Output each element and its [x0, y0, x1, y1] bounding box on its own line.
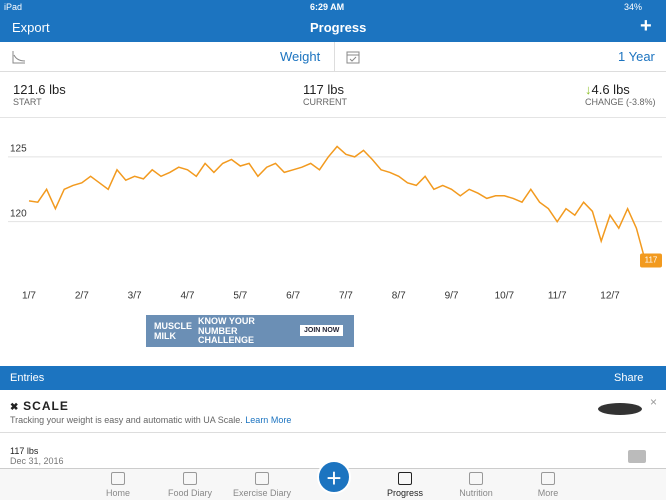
- tab[interactable]: More: [537, 488, 559, 498]
- x-tick-label: 1/7: [22, 291, 36, 302]
- stat-value: 121.6 lbs: [13, 82, 66, 97]
- metric-select[interactable]: Weight: [280, 49, 321, 64]
- calendar-icon: [346, 51, 360, 64]
- x-tick-label: 2/7: [75, 291, 89, 302]
- promo-copy: Tracking your weight is easy and automat…: [10, 415, 243, 425]
- header: iPad 6:29 AM 34% Export Progress +: [0, 0, 666, 42]
- x-tick-label: 6/7: [286, 291, 300, 302]
- x-tick-label: 5/7: [233, 291, 247, 302]
- promo-text: Tracking your weight is easy and automat…: [10, 415, 291, 425]
- battery: 34%: [624, 2, 643, 12]
- export-button[interactable]: Export: [12, 20, 50, 35]
- scale-image: [598, 403, 642, 415]
- chart-icon: [12, 51, 26, 64]
- entries-title: Entries: [10, 372, 45, 384]
- current-label: 117: [645, 256, 658, 265]
- learn-more[interactable]: Learn More: [245, 415, 292, 425]
- divider: [334, 42, 335, 72]
- x-tick-label: 9/7: [445, 291, 459, 302]
- stat-current: 117 lbs CURRENT: [303, 82, 347, 107]
- divider: [0, 117, 666, 118]
- tab[interactable]: Progress: [386, 488, 423, 498]
- nav-title: Progress: [310, 20, 367, 35]
- tab[interactable]: Exercise Diary: [232, 488, 291, 498]
- tab-icon: [398, 472, 412, 485]
- weight-chart: 120 125 1/7 2/7 3/7 4/7 5/7 6/7 7/7 8/7 9/7 10/7 11/…: [8, 144, 662, 302]
- stat-label: START: [13, 97, 42, 107]
- entry-date: Dec 31, 2016: [10, 456, 64, 466]
- tab[interactable]: Home: [105, 488, 130, 498]
- y-tick-label: 120: [10, 208, 27, 219]
- range-select[interactable]: 1 Year: [618, 49, 655, 64]
- tab-icon: [469, 472, 483, 485]
- entry-row[interactable]: 117 lbs Dec 31, 2016: [10, 446, 64, 466]
- add-entry-button[interactable]: +: [317, 460, 351, 494]
- filter-bar: Weight 1 Year: [0, 42, 666, 72]
- stat-value: 4.6 lbs: [591, 82, 630, 97]
- tab-icon: [111, 472, 125, 485]
- x-tick-label: 12/7: [600, 291, 620, 302]
- tab-icon: [183, 472, 197, 485]
- ad-headline: KNOW YOUR NUMBER CHALLENGE: [198, 316, 255, 345]
- ad-cta[interactable]: JOIN NOW: [300, 325, 344, 336]
- close-button[interactable]: ×: [650, 395, 658, 409]
- entries-bar: Entries Share: [0, 366, 666, 390]
- promo-brand: ✖ SCALE: [10, 399, 69, 413]
- share-button[interactable]: Share: [614, 372, 644, 384]
- device: iPad: [4, 2, 23, 12]
- tab[interactable]: Food Diary: [167, 488, 212, 498]
- x-tick-label: 10/7: [495, 291, 515, 302]
- tab-icon: [541, 472, 555, 485]
- stat-label: CURRENT: [303, 97, 347, 107]
- stat-label: CHANGE (-3.8%): [585, 97, 656, 107]
- current-badge: [640, 253, 662, 268]
- ad-brand: MUSCLE MILK: [154, 321, 192, 341]
- stat-change: ↓4.6 lbs CHANGE (-3.8%): [585, 82, 656, 107]
- promo: ✖ SCALE Tracking your weight is easy and…: [0, 391, 666, 433]
- y-tick-label: 125: [10, 144, 27, 155]
- x-tick-label: 4/7: [181, 291, 195, 302]
- camera-icon[interactable]: [628, 450, 646, 463]
- down-arrow: ↓: [585, 82, 592, 97]
- tab-icon: [255, 472, 269, 485]
- tab[interactable]: Nutrition: [459, 488, 493, 498]
- x-tick-label: 8/7: [392, 291, 406, 302]
- x-tick-label: 11/7: [548, 291, 567, 302]
- entry-value: 117 lbs: [10, 446, 39, 456]
- x-tick-label: 7/7: [339, 291, 353, 302]
- time: 6:29 AM: [310, 2, 345, 12]
- ad-banner[interactable]: MUSCLE MILK KNOW YOUR NUMBER CHALLENGE J…: [146, 315, 354, 347]
- promo-brand-text: SCALE: [23, 399, 69, 413]
- stat-value: 117 lbs: [303, 82, 344, 97]
- x-tick-label: 3/7: [128, 291, 142, 302]
- stat-start: 121.6 lbs START: [13, 82, 66, 107]
- weight-line: [28, 145, 646, 261]
- add-button[interactable]: +: [640, 15, 652, 37]
